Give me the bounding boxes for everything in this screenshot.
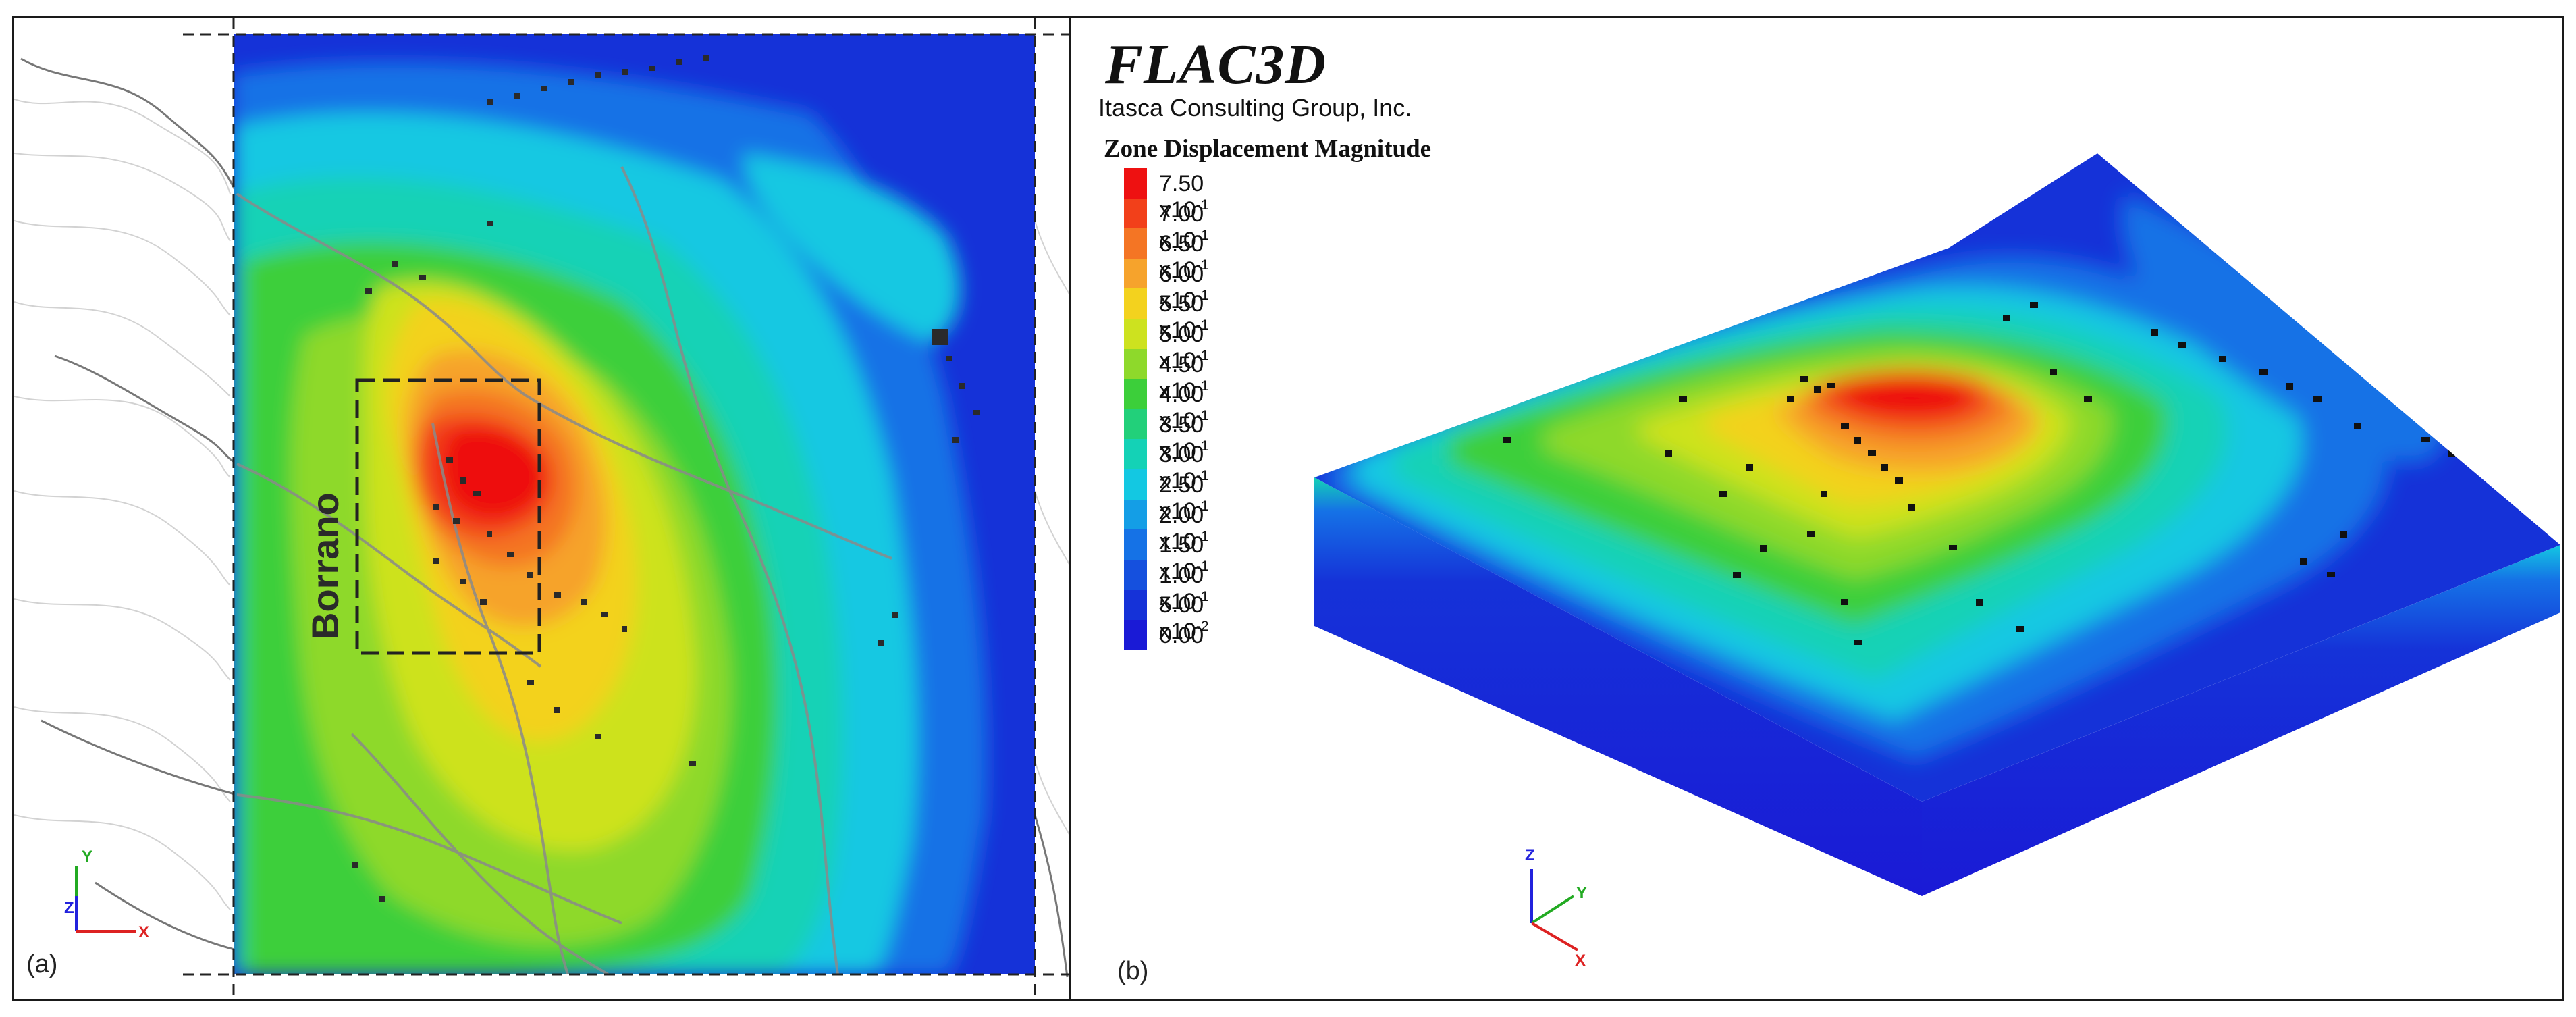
legend-exponent: -1 — [1196, 528, 1209, 544]
legend-swatch — [1124, 288, 1147, 319]
axis-x-label-b: X — [1575, 951, 1586, 970]
company-name: Itasca Consulting Group, Inc. — [1098, 94, 1412, 122]
legend-exponent: -1 — [1196, 287, 1209, 303]
legend-mantissa: 3.50 x10 — [1159, 411, 1204, 464]
legend-exponent: -1 — [1196, 377, 1209, 394]
axis-z-label-a: Z — [64, 899, 74, 917]
legend-mantissa: 3.00 x10 — [1159, 442, 1204, 494]
legend-swatch — [1124, 318, 1147, 349]
axis-y-label-b: Y — [1576, 884, 1588, 902]
contour-background — [14, 99, 1069, 910]
legend-label: 6.00 x10-1 — [1159, 261, 1209, 314]
right-face — [1922, 545, 2560, 896]
legend-label: 2.00 x10-1 — [1159, 502, 1209, 555]
legend-swatch — [1124, 439, 1147, 469]
legend-exponent: -1 — [1196, 498, 1209, 514]
legend-label: 2.50 x10-1 — [1159, 472, 1209, 525]
legend-exponent: -1 — [1196, 588, 1209, 604]
legend-mantissa: 1.50 x10 — [1159, 532, 1204, 585]
legend-mantissa: 5.50 x10 — [1159, 291, 1204, 344]
legend-mantissa: 1.00 x10 — [1159, 562, 1204, 615]
legend-swatch — [1124, 168, 1147, 199]
legend-mantissa: 5.00 x10 — [1159, 592, 1204, 645]
legend-label: 1.00 x10-1 — [1159, 563, 1209, 615]
legend-label: 4.00 x10-1 — [1159, 382, 1209, 434]
legend-swatch — [1124, 469, 1147, 500]
model-boundary — [183, 18, 1069, 999]
legend-mantissa: 4.50 x10 — [1159, 351, 1204, 404]
legend-label: 7.00 x10-1 — [1159, 201, 1209, 254]
building-markers — [352, 55, 980, 902]
plan-view-map — [14, 18, 1069, 999]
legend-exponent: -2 — [1196, 619, 1209, 635]
axis-triad-b — [1530, 869, 1579, 951]
legend-swatch — [1124, 348, 1147, 380]
legend-mantissa: 7.50 x10 — [1159, 171, 1204, 223]
borrano-box — [355, 378, 541, 655]
road-lines — [20, 57, 1069, 978]
legend-mantissa: 4.00 x10 — [1159, 382, 1204, 434]
axis-triad-a — [75, 866, 136, 933]
legend-mantissa: 2.50 x10 — [1159, 471, 1204, 524]
legend-label: 3.00 x10-1 — [1159, 442, 1209, 494]
legend-swatch — [1124, 198, 1147, 229]
legend-label: 5.00 x10-1 — [1159, 321, 1209, 374]
legend-swatch — [1124, 529, 1147, 560]
legend-title: Zone Displacement Magnitude — [1104, 135, 1432, 163]
software-title: FLAC3D — [1105, 33, 1327, 96]
displacement-field — [234, 34, 1035, 974]
panel-a-label: (a) — [26, 950, 58, 979]
legend-exponent: -1 — [1196, 468, 1209, 484]
model-3d — [1314, 153, 2560, 951]
legend-mantissa: 7.00 x10 — [1159, 201, 1204, 253]
field-roads — [236, 166, 892, 974]
legend-label: 3.50 x10-1 — [1159, 412, 1209, 465]
legend-label: 4.50 x10-1 — [1159, 352, 1209, 405]
panel-b-3d-view: FLAC3D Itasca Consulting Group, Inc. Zon… — [1069, 16, 2564, 1001]
legend-label: 0.00 — [1159, 623, 1204, 649]
legend-swatch — [1124, 559, 1147, 590]
legend-mantissa: 6.50 x10 — [1159, 231, 1204, 284]
legend-exponent: -1 — [1196, 408, 1209, 424]
legend-swatch — [1124, 499, 1147, 530]
legend-mantissa: 6.00 x10 — [1159, 261, 1204, 313]
legend-swatch — [1124, 619, 1147, 650]
legend-exponent: -1 — [1196, 197, 1209, 213]
legend-mantissa: 0.00 — [1159, 622, 1204, 648]
legend-exponent: -1 — [1196, 257, 1209, 273]
legend-label: 6.50 x10-1 — [1159, 231, 1209, 284]
legend-swatch — [1124, 409, 1147, 440]
legend-swatch — [1124, 228, 1147, 259]
axis-x-label-a: X — [138, 923, 150, 941]
legend-swatch — [1124, 590, 1147, 620]
axis-y-label-a: Y — [82, 848, 93, 866]
legend-label: 5.00 x10-2 — [1159, 592, 1209, 645]
legend-label: 5.50 x10-1 — [1159, 291, 1209, 344]
legend-mantissa: 2.00 x10 — [1159, 502, 1204, 554]
axis-z-label-b: Z — [1525, 846, 1535, 864]
top-surface — [1314, 153, 2560, 802]
legend-exponent: -1 — [1196, 558, 1209, 575]
borrano-label: Borrano — [304, 492, 346, 640]
legend-label: 7.50 x10-1 — [1159, 171, 1209, 224]
legend-mantissa: 5.00 x10 — [1159, 321, 1204, 373]
legend-exponent: -1 — [1196, 227, 1209, 243]
legend-swatch — [1124, 379, 1147, 409]
legend-exponent: -1 — [1196, 317, 1209, 334]
panel-a-plan-view: Borrano Y Z X (a) — [12, 16, 1071, 1001]
front-face — [1314, 477, 1922, 896]
legend-exponent: -1 — [1196, 347, 1209, 363]
legend-swatch — [1124, 258, 1147, 289]
legend-label: 1.50 x10-1 — [1159, 532, 1209, 585]
legend-exponent: -1 — [1196, 438, 1209, 454]
panel-b-label: (b) — [1117, 957, 1149, 985]
